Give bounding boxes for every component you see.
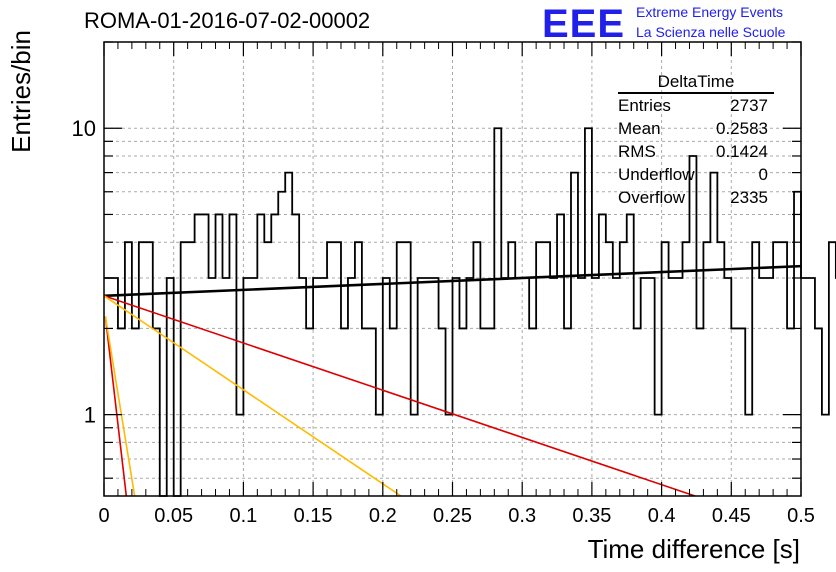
- histogram-path: [104, 127, 836, 497]
- stats-label: RMS: [618, 142, 656, 161]
- x-tick-label: 0.5: [787, 505, 815, 527]
- x-tick-labels: 0 0.05 0.1 0.15 0.2 0.25 0.3 0.35 0.4 0.45 0.5: [98, 505, 814, 527]
- x-tick-label: 0.4: [648, 505, 676, 527]
- logo-subtitle-2: La Scienza nelle Scuole: [636, 24, 786, 40]
- stats-label: Overflow: [618, 188, 686, 207]
- stats-value: 2335: [730, 188, 768, 207]
- fit-lines: [103, 264, 802, 497]
- logo-subtitle-1: Extreme Energy Events: [636, 4, 784, 20]
- x-tick-label: 0.1: [229, 505, 257, 527]
- axis-ticks: [103, 41, 802, 496]
- stats-row-overflow: Overflow 2335: [612, 186, 780, 209]
- x-tick-label: 0.2: [369, 505, 397, 527]
- x-tick-label: 0.05: [154, 505, 193, 527]
- stats-label: Entries: [618, 96, 671, 115]
- fit-line: [104, 316, 128, 497]
- eee-logo: EEE: [542, 2, 626, 46]
- stats-value: 0.1424: [716, 142, 768, 161]
- y-tick-labels: 1 10: [72, 116, 96, 427]
- x-tick-label: 0.45: [712, 505, 751, 527]
- x-tick-label: 0.15: [294, 505, 333, 527]
- x-tick-label: 0.35: [572, 505, 611, 527]
- stats-title: DeltaTime: [618, 72, 774, 94]
- y-axis-label: Entries/bin: [6, 30, 36, 153]
- fit-line: [104, 316, 136, 497]
- stats-row-underflow: Underflow 0: [612, 163, 780, 186]
- x-axis-label: Time difference [s]: [588, 534, 800, 564]
- x-tick-label: 0.25: [433, 505, 472, 527]
- fit-line: [103, 264, 802, 298]
- fit-line: [103, 295, 696, 497]
- y-tick-label: 10: [72, 116, 96, 141]
- y-tick-label: 1: [84, 403, 96, 428]
- stats-row-entries: Entries 2737: [612, 94, 780, 117]
- stats-box: DeltaTime Entries 2737 Mean 0.2583 RMS 0.1424…: [612, 72, 780, 209]
- stats-value: 0: [758, 165, 768, 184]
- stats-label: Mean: [618, 119, 661, 138]
- histogram: [104, 127, 836, 497]
- stats-value: 2737: [730, 96, 768, 115]
- stats-label: Underflow: [618, 165, 695, 184]
- stats-row-rms: RMS 0.1424: [612, 140, 780, 163]
- x-tick-label: 0.3: [508, 505, 536, 527]
- stats-row-mean: Mean 0.2583: [612, 117, 780, 140]
- stats-value: 0.2583: [716, 119, 768, 138]
- stats-rows: Entries 2737 Mean 0.2583 RMS 0.1424 Underflow 0…: [612, 94, 780, 209]
- fit-line: [103, 295, 402, 497]
- run-title: ROMA-01-2016-07-02-00002: [84, 8, 371, 33]
- x-tick-label: 0: [98, 505, 109, 527]
